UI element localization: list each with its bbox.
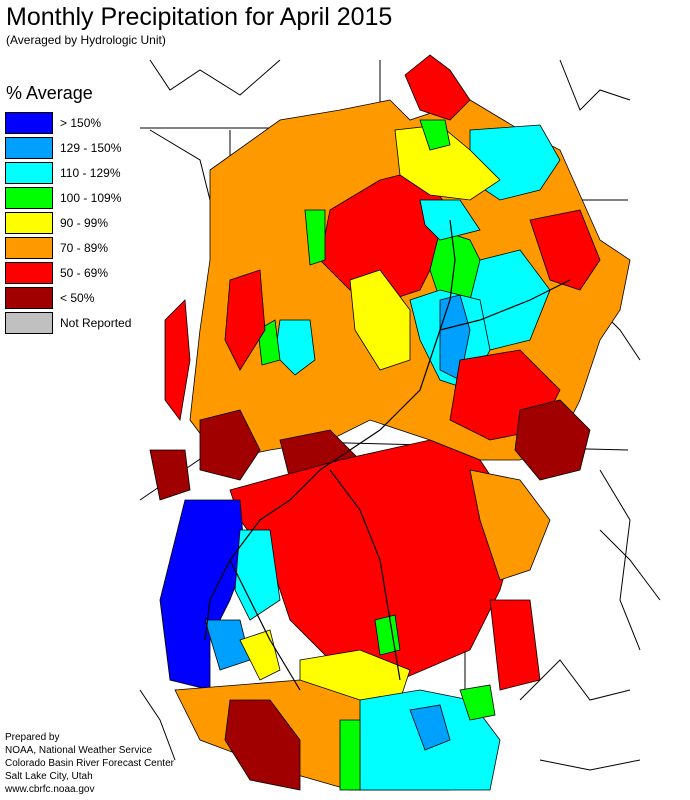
region-green-south <box>339 719 361 791</box>
legend-item: 100 - 109% <box>5 185 131 210</box>
legend-item: < 50% <box>5 285 131 310</box>
credit-line: NOAA, National Weather Service <box>5 745 153 756</box>
region-red-top <box>404 54 471 121</box>
page-title: Monthly Precipitation for April 2015 <box>6 3 393 31</box>
legend-label: > 150% <box>60 115 102 130</box>
region-red-west-utah <box>224 269 266 371</box>
legend-item: 50 - 69% <box>5 260 131 285</box>
credit-line: Prepared by <box>5 732 60 743</box>
region-green-mid-south <box>374 614 401 656</box>
legend-item: > 150% <box>5 110 131 135</box>
legend-swatch <box>5 261 53 284</box>
legend-label: 70 - 89% <box>60 240 109 255</box>
region-darkred-southwest <box>224 699 301 791</box>
region-yellow-sw <box>239 629 281 681</box>
region-darkred-west <box>199 409 261 481</box>
legend-label: 100 - 109% <box>60 190 122 205</box>
legend-label: < 50% <box>60 290 95 305</box>
region-blue-upper <box>439 294 471 381</box>
region-red-southeast <box>489 599 541 691</box>
legend-item: 110 - 129% <box>5 160 131 185</box>
legend: % Average > 150% 129 - 150% 110 - 129% 100 … <box>5 82 131 335</box>
legend-swatch <box>5 161 53 184</box>
legend-label: 110 - 129% <box>60 165 121 180</box>
page-subtitle: (Averaged by Hydrologic Unit) <box>6 33 166 47</box>
basin-regions <box>149 54 631 791</box>
region-red-west-strip <box>164 299 191 421</box>
legend-swatch <box>5 136 53 159</box>
legend-title: % Average <box>6 83 93 103</box>
credit-line: Colorado Basin River Forecast Center <box>5 758 174 769</box>
legend-label: 129 - 150% <box>60 140 122 155</box>
region-green-north-west <box>304 209 326 266</box>
legend-swatch <box>5 186 53 209</box>
credits-block: Prepared by NOAA, National Weather Servi… <box>5 731 174 796</box>
region-yellow-central <box>349 269 411 371</box>
region-red-east <box>529 209 601 291</box>
legend-swatch <box>5 311 53 334</box>
credit-line: Salt Lake City, Utah <box>5 771 93 782</box>
legend-item: 90 - 99% <box>5 210 131 235</box>
legend-item: Not Reported <box>5 310 131 335</box>
region-green-north <box>419 119 451 151</box>
region-green-southeast <box>459 684 496 721</box>
region-blue-south <box>409 704 451 751</box>
region-cyan-southwest <box>234 529 281 621</box>
legend-swatch <box>5 211 53 234</box>
region-orange-east-lower <box>469 469 551 581</box>
legend-label: 90 - 99% <box>60 215 109 230</box>
legend-item: 129 - 150% <box>5 135 131 160</box>
legend-item: 70 - 89% <box>5 235 131 260</box>
legend-swatch <box>5 236 53 259</box>
legend-swatch <box>5 286 53 309</box>
legend-label: 50 - 69% <box>60 265 109 280</box>
legend-label: Not Reported <box>60 315 132 330</box>
region-darkred-sw <box>149 449 191 501</box>
region-darkred-east <box>514 399 591 481</box>
river-network <box>204 219 571 691</box>
legend-swatch <box>5 111 53 134</box>
credit-link[interactable]: www.cbrfc.noaa.gov <box>5 784 95 795</box>
